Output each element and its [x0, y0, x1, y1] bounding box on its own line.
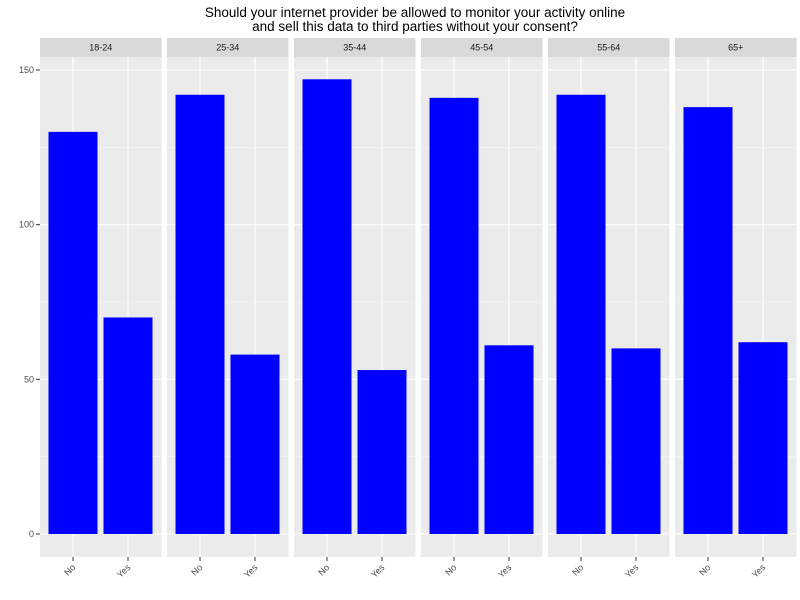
- facet-panel: 35-44 No Yes: [294, 38, 416, 580]
- facet-strip-label: 35-44: [343, 43, 366, 53]
- x-tick-label: No: [189, 562, 204, 577]
- x-tick-label: No: [443, 562, 458, 577]
- bar-yes: [103, 317, 153, 534]
- x-tick-label: Yes: [750, 562, 768, 580]
- facet-panels: 18-24 No Yes 25-34 No Yes 35-44 No Yes 45-54 No Yes…: [40, 38, 797, 580]
- chart-title-line-1: Should your internet provider be allowed…: [205, 5, 625, 20]
- y-axis: 0 50 100 150: [19, 65, 40, 539]
- chart-title-line-2: and sell this data to third parties with…: [252, 19, 578, 34]
- facet-strip-label: 55-64: [597, 43, 620, 53]
- bar-yes: [484, 345, 534, 534]
- bar-no: [175, 94, 225, 534]
- bar-no: [683, 107, 733, 535]
- facet-strip-label: 25-34: [216, 43, 239, 53]
- facet-panel: 25-34 No Yes: [167, 38, 289, 580]
- x-tick-label: No: [62, 562, 77, 577]
- facet-panel: 18-24 No Yes: [40, 38, 162, 580]
- x-tick-label: No: [697, 562, 712, 577]
- x-tick-label: No: [570, 562, 585, 577]
- x-tick-label: Yes: [115, 562, 133, 580]
- x-tick-label: Yes: [623, 562, 641, 580]
- bar-no: [429, 97, 479, 534]
- y-tick-label: 50: [24, 374, 34, 384]
- y-tick-label: 0: [29, 529, 34, 539]
- x-tick-label: Yes: [369, 562, 387, 580]
- bar-no: [556, 94, 606, 534]
- facet-strip-label: 65+: [728, 43, 743, 53]
- bar-no: [302, 79, 352, 534]
- y-tick-label: 100: [19, 220, 34, 230]
- facet-strip: [675, 38, 797, 57]
- bar-no: [48, 131, 98, 534]
- bar-yes: [611, 348, 661, 534]
- facet-strip: [167, 38, 289, 57]
- x-tick-label: No: [316, 562, 331, 577]
- bar-yes: [230, 354, 280, 534]
- facet-panel: 65+ No Yes: [675, 38, 797, 580]
- facet-strip-label: 45-54: [470, 43, 493, 53]
- chart-title: Should your internet provider be allowed…: [205, 5, 625, 34]
- x-tick-label: Yes: [242, 562, 260, 580]
- facet-strip: [421, 38, 543, 57]
- facet-panel: 55-64 No Yes: [548, 38, 670, 580]
- facet-strip: [294, 38, 416, 57]
- facet-panel: 45-54 No Yes: [421, 38, 543, 580]
- bar-yes: [357, 370, 407, 534]
- y-tick-label: 150: [19, 65, 34, 75]
- x-tick-label: Yes: [496, 562, 514, 580]
- facet-strip: [40, 38, 162, 57]
- bar-yes: [738, 342, 788, 534]
- facet-strip-label: 18-24: [89, 43, 112, 53]
- facet-strip: [548, 38, 670, 57]
